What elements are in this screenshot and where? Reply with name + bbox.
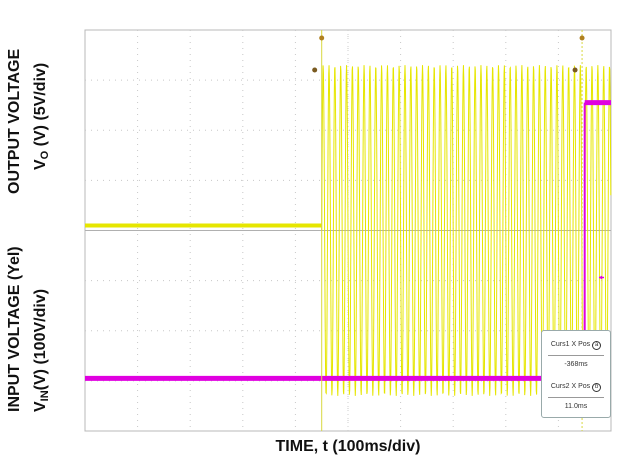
input-axis-units: (V) (100V/div): [32, 288, 49, 391]
curs2-value: 11.0ms: [564, 403, 588, 410]
curs2-row: Curs2 X Pos b: [546, 383, 606, 392]
traces: [85, 65, 612, 396]
input-axis-prefix: INPUT VOLTAGE (Yel): [6, 246, 23, 412]
cursor-dot-a: [312, 67, 318, 73]
cursor-marker-b: [579, 35, 585, 41]
cursor-marker-a: [319, 35, 325, 41]
x-axis-label: TIME, t (100ms/div): [275, 438, 421, 455]
curs1-label: Curs1 X Pos: [550, 341, 591, 348]
input-ac-trace: [321, 65, 612, 396]
input-axis-symbol: V: [32, 401, 49, 412]
curs1-value: -368ms: [564, 361, 588, 368]
cursor-dot-b: [572, 67, 578, 73]
output-axis-subscript: O: [39, 150, 51, 160]
output-voltage-symbol-label: VO (V) (5V/div): [32, 63, 51, 170]
output-axis-symbol: V: [32, 159, 49, 170]
curs2-divider: [548, 397, 604, 398]
output-axis-prefix: OUTPUT VOLTAGE: [6, 48, 23, 194]
curs1-tag: a: [592, 341, 602, 350]
curs1-divider: [548, 355, 604, 356]
output-voltage-axis-label: OUTPUT VOLTAGE: [6, 49, 24, 194]
curs1-row: Curs1 X Pos a: [546, 341, 606, 350]
markers: [312, 30, 604, 431]
input-axis-subscript: IN: [39, 390, 51, 402]
curs2-label: Curs2 X Pos: [550, 383, 591, 390]
curs2-tag: b: [592, 383, 602, 392]
cursor-readout-panel: Curs1 X Pos a -368ms Curs2 X Pos b 11.0ms: [541, 330, 611, 418]
input-voltage-axis-label: INPUT VOLTAGE (Yel): [6, 246, 24, 412]
trigger-arrow-icon: [599, 275, 602, 280]
input-voltage-symbol-label: VIN(V) (100V/div): [32, 289, 51, 412]
output-axis-units: (V) (5V/div): [32, 62, 49, 151]
